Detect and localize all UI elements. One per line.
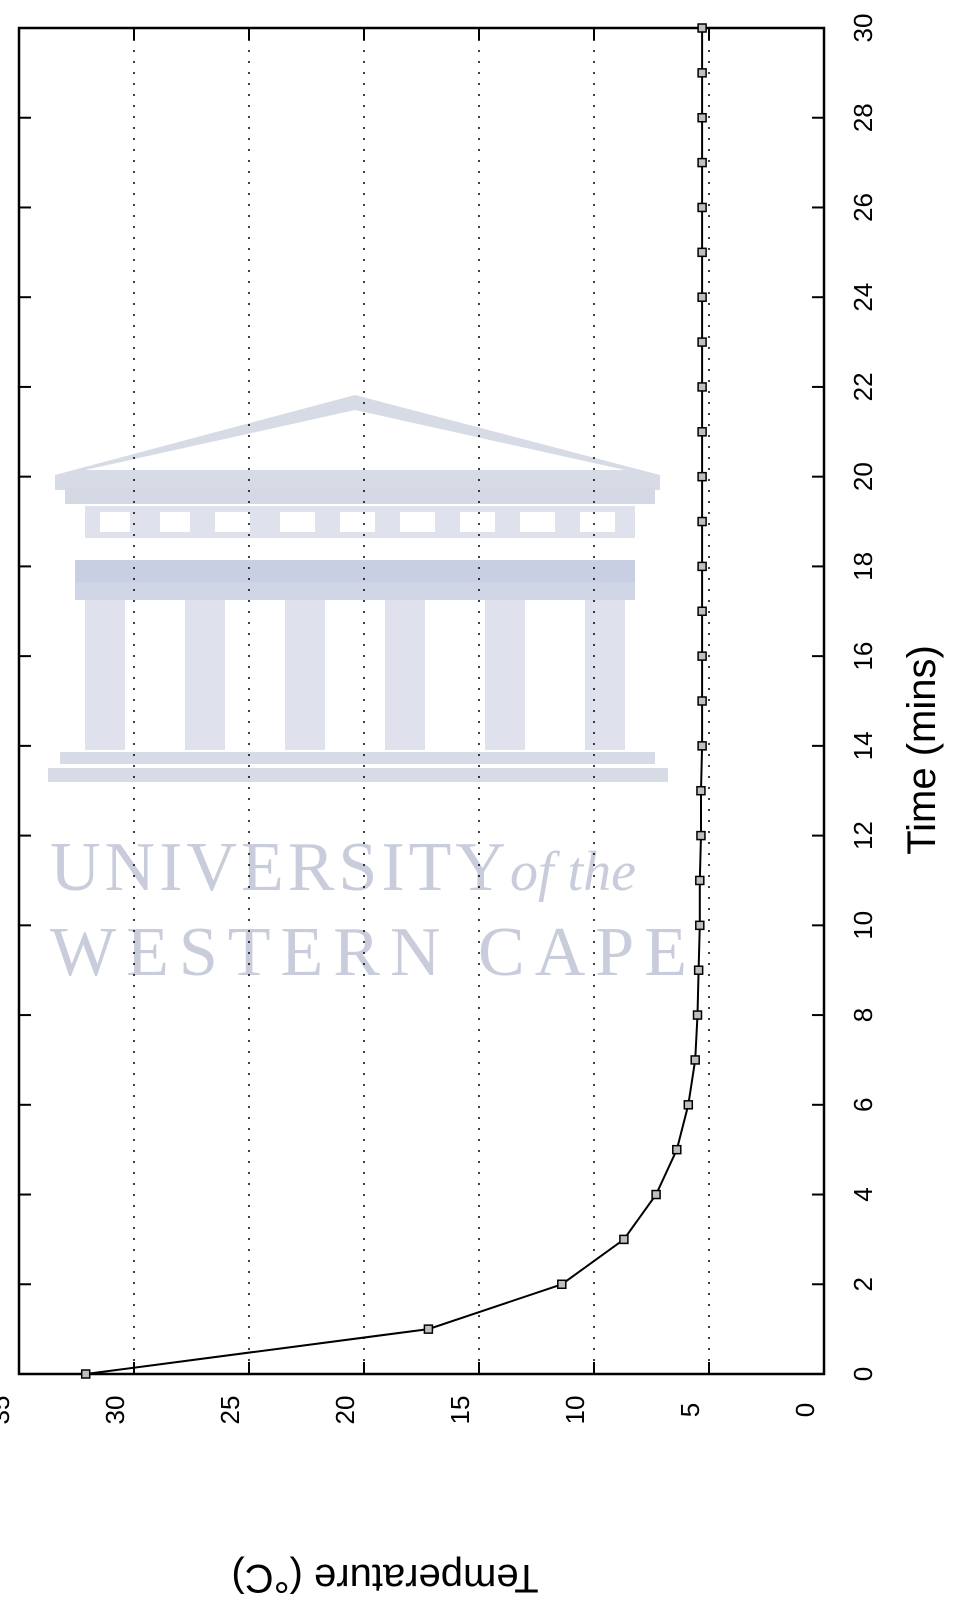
grid-lines [133,28,710,1374]
data-point [697,23,707,33]
data-point [697,68,707,78]
data-point [692,1010,703,1020]
data-point [697,561,707,572]
time-tick-label: 14 [848,731,878,760]
time-tick-label: 28 [848,103,878,132]
data-point [695,920,705,931]
temp-tick-label: 20 [330,1396,360,1425]
data-point [697,427,707,437]
time-tick-label: 26 [848,193,878,222]
temp-tick-label: 25 [215,1396,245,1425]
data-point [697,337,707,347]
data-point [697,202,707,213]
time-tick-label: 24 [848,283,878,312]
time-tick-label: 12 [848,821,878,850]
data-point [693,965,704,975]
data-point [697,696,707,706]
watermark-line1: UNIVERSITY [50,829,510,906]
plot-frame [17,26,826,1376]
data-point [697,382,707,392]
data-point [697,112,707,123]
temp-tick-label: 35 [0,1396,15,1425]
time-tick-label: 22 [848,372,878,401]
data-point [697,471,707,482]
watermark-line1-italic: of the [510,841,636,903]
time-tick-label: 10 [848,911,878,940]
data-point [619,1234,629,1245]
data-series [80,23,707,1379]
data-point [557,1279,567,1290]
temp-tick-label: 0 [790,1403,820,1417]
temp-tick-label: 10 [560,1396,590,1425]
data-point [683,1100,694,1110]
time-tick-label: 6 [848,1098,878,1112]
temp-tick-label: 5 [675,1403,705,1417]
y-axis-title: Temperature (°C) [231,1556,538,1600]
data-point [672,1144,682,1155]
time-tick-label: 20 [848,462,878,491]
time-tick-label: 30 [848,14,878,43]
x-axis-title: Time (mins) [900,645,944,855]
watermark-line2: WESTERN CAPE [50,914,697,991]
data-point [695,875,705,886]
time-tick-label: 18 [848,552,878,581]
time-tick-label: 0 [848,1367,878,1381]
temp-tick-label: 15 [445,1396,475,1425]
university-watermark: UNIVERSITY of the WESTERN CAPE [48,395,697,991]
data-point [697,741,707,751]
data-point [696,785,706,796]
data-point [423,1324,434,1334]
time-tick-label: 2 [848,1277,878,1291]
data-point [697,516,707,527]
data-point [696,830,706,841]
data-point [651,1189,661,1200]
data-point [697,247,707,258]
axis-ticks: 0510152025303502468101214161820222426283… [0,14,878,1425]
time-tick-label: 4 [848,1187,878,1201]
data-point [690,1055,700,1065]
data-point [697,651,707,661]
data-point [697,157,707,168]
data-point [697,606,707,617]
time-tick-label: 16 [848,642,878,671]
data-point [80,1369,91,1379]
data-point [697,292,707,302]
time-tick-label: 8 [848,1008,878,1022]
temp-tick-label: 30 [100,1396,130,1425]
